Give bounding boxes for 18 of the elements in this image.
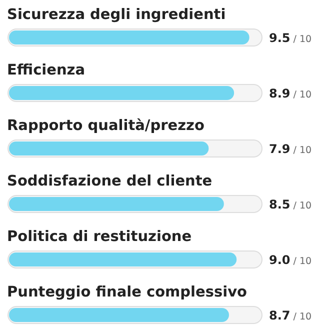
y-tick-label: Soddisfazione del cliente [7,174,212,190]
y-tick-label: Rapporto qualità/prezzo [7,118,204,134]
data-label: 9.0 [269,253,290,267]
y-tick-label: Efficienza [7,62,86,78]
data-label: 9.5 [269,31,290,45]
text: / 10 [293,312,312,322]
data-label: 8.5 [269,198,290,212]
y-tick-label: Sicurezza degli ingredienti [7,7,226,23]
text: / 10 [293,256,312,267]
y-tick-label: Punteggio finale complessivo [7,284,248,300]
text: / 10 [293,90,312,100]
data-label: 8.7 [269,308,290,322]
y-tick-label: Politica di restituzione [7,229,192,245]
text: / 10 [293,145,312,156]
text: / 10 [290,34,312,45]
data-label: 7.9 [269,142,290,156]
text: / 10 [293,200,312,212]
data-label: 8.9 [269,86,290,100]
